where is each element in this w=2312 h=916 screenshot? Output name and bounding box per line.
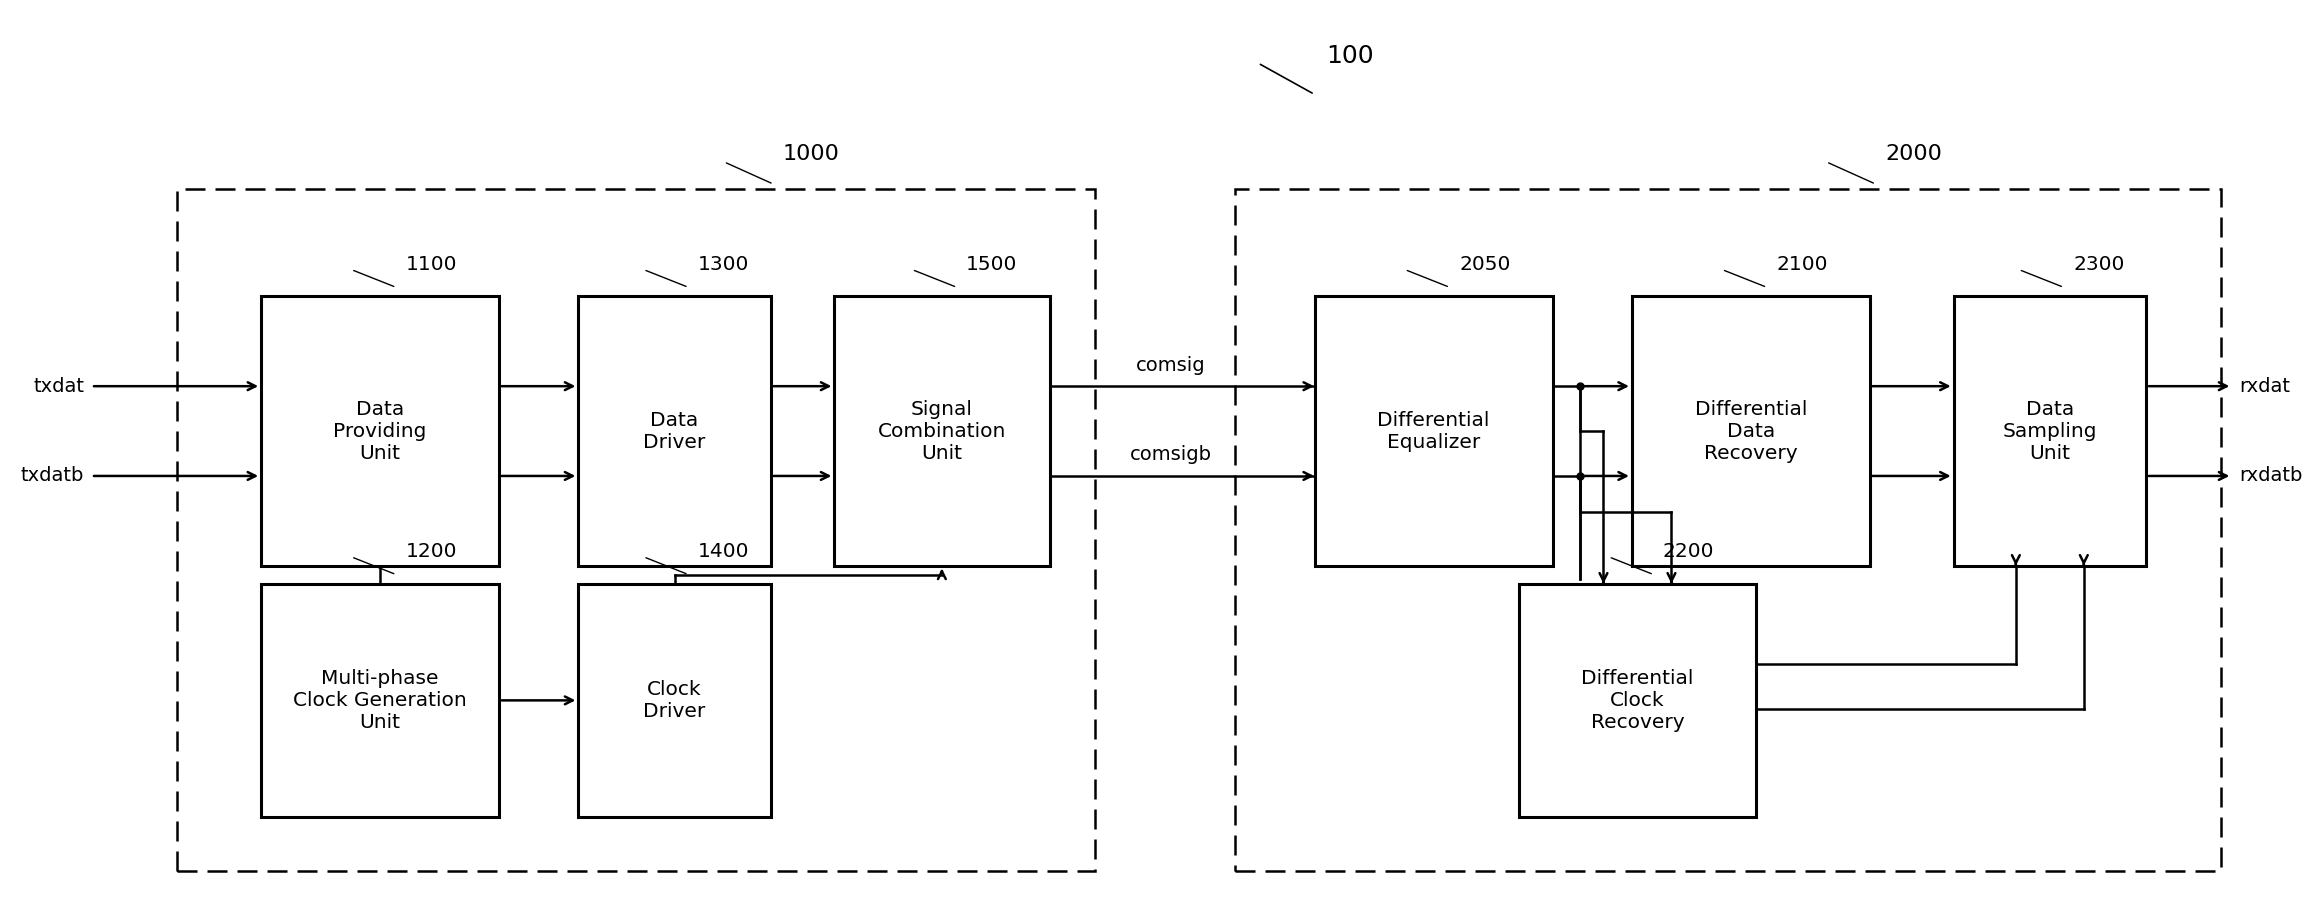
- Text: txdat: txdat: [32, 376, 83, 396]
- Text: comsig: comsig: [1135, 355, 1205, 375]
- Text: 2300: 2300: [2074, 255, 2125, 274]
- FancyBboxPatch shape: [261, 583, 499, 817]
- Text: Differential
Data
Recovery: Differential Data Recovery: [1695, 399, 1808, 463]
- FancyBboxPatch shape: [578, 583, 770, 817]
- FancyBboxPatch shape: [1954, 297, 2146, 566]
- Text: rxdatb: rxdatb: [2238, 466, 2303, 485]
- Text: Data
Sampling
Unit: Data Sampling Unit: [2002, 399, 2097, 463]
- Text: Multi-phase
Clock Generation
Unit: Multi-phase Clock Generation Unit: [294, 669, 467, 732]
- Text: 2050: 2050: [1459, 255, 1510, 274]
- Text: 1100: 1100: [405, 255, 458, 274]
- FancyBboxPatch shape: [261, 297, 499, 566]
- FancyBboxPatch shape: [1316, 297, 1554, 566]
- Text: 1400: 1400: [698, 542, 749, 562]
- Text: 2000: 2000: [1884, 145, 1942, 165]
- Text: Clock
Driver: Clock Driver: [643, 680, 705, 721]
- Text: comsigb: comsigb: [1131, 445, 1211, 464]
- Text: 1300: 1300: [698, 255, 749, 274]
- Text: rxdat: rxdat: [2238, 376, 2289, 396]
- Text: txdatb: txdatb: [21, 466, 83, 485]
- Text: 1200: 1200: [405, 542, 458, 562]
- Text: 1500: 1500: [966, 255, 1017, 274]
- Text: 2200: 2200: [1662, 542, 1716, 562]
- FancyBboxPatch shape: [1519, 583, 1757, 817]
- Text: 1000: 1000: [784, 145, 839, 165]
- Text: Data
Providing
Unit: Data Providing Unit: [333, 399, 428, 463]
- FancyBboxPatch shape: [835, 297, 1050, 566]
- Text: Differential
Equalizer: Differential Equalizer: [1378, 410, 1489, 452]
- Text: Signal
Combination
Unit: Signal Combination Unit: [879, 399, 1006, 463]
- Text: 100: 100: [1327, 43, 1373, 68]
- FancyBboxPatch shape: [578, 297, 770, 566]
- Text: Differential
Clock
Recovery: Differential Clock Recovery: [1581, 669, 1695, 732]
- Text: 2100: 2100: [1776, 255, 1829, 274]
- FancyBboxPatch shape: [1632, 297, 1870, 566]
- Text: Data
Driver: Data Driver: [643, 410, 705, 452]
